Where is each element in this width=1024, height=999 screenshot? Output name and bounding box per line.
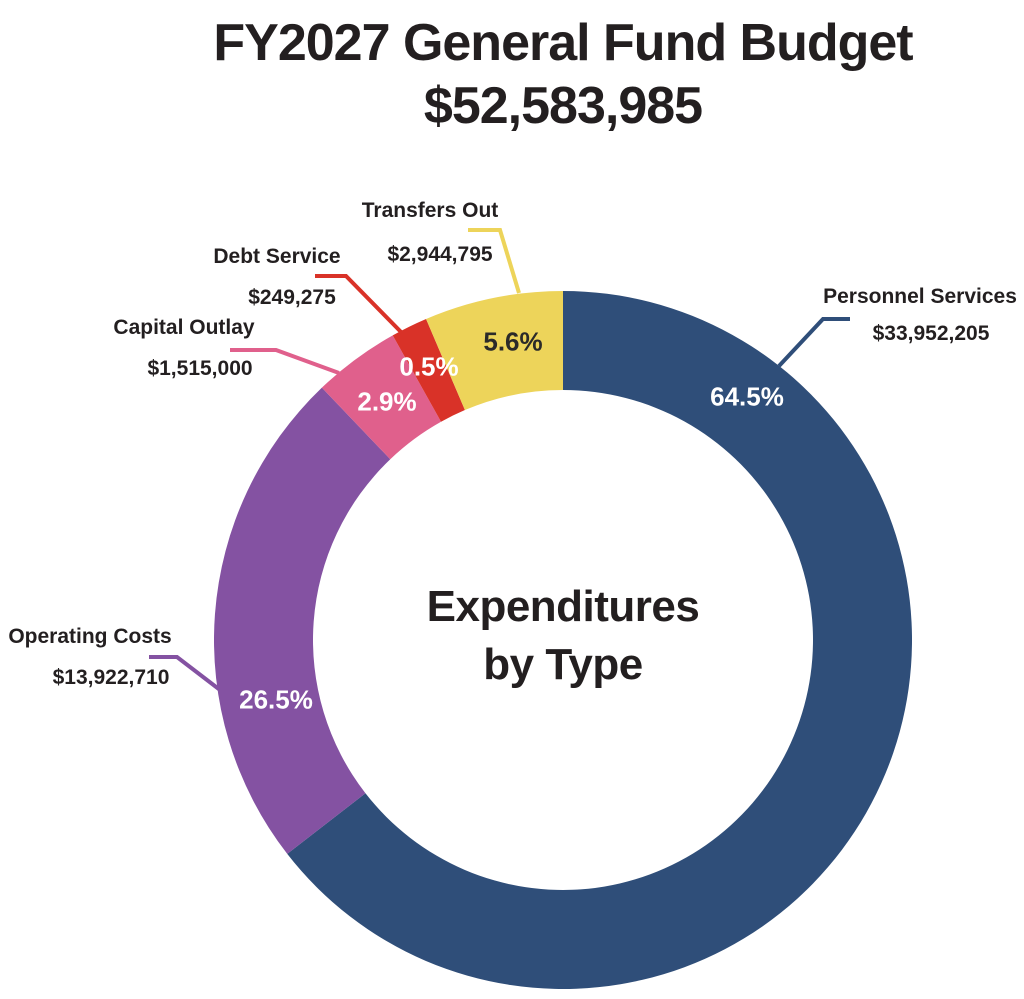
label-capital-outlay: Capital Outlay <box>113 316 255 339</box>
chart-total-amount: $52,583,985 <box>423 77 703 135</box>
value-debt-service: $249,275 <box>248 286 336 309</box>
leader-line-debt-service <box>315 274 404 335</box>
label-debt-service: Debt Service <box>213 245 341 268</box>
leader-line-capital-outlay <box>230 348 340 375</box>
center-label-line2: by Type <box>483 640 643 689</box>
percent-operating-costs: 26.5% <box>239 684 313 715</box>
chart-title: FY2027 General Fund Budget <box>213 14 913 72</box>
value-capital-outlay: $1,515,000 <box>147 357 253 380</box>
percent-personnel-services: 64.5% <box>710 381 784 412</box>
donut-segment-transfers-out <box>426 291 563 411</box>
donut-segment-capital-outlay <box>321 335 442 460</box>
leader-line-transfers-out <box>468 228 521 294</box>
percent-capital-outlay: 2.9% <box>357 386 417 417</box>
percent-transfers-out: 5.6% <box>483 326 543 357</box>
percent-debt-service: 0.5% <box>399 351 459 382</box>
label-operating-costs: Operating Costs <box>8 625 172 648</box>
leader-line-operating-costs <box>149 655 226 695</box>
leader-line-personnel-services <box>777 317 850 368</box>
value-transfers-out: $2,944,795 <box>387 243 493 266</box>
donut-segment-personnel-services <box>287 291 913 990</box>
value-operating-costs: $13,922,710 <box>52 666 170 689</box>
value-personnel-services: $33,952,205 <box>872 322 990 345</box>
label-personnel-services: Personnel Services <box>823 285 1017 308</box>
center-label-line1: Expenditures <box>426 582 700 631</box>
label-transfers-out: Transfers Out <box>361 199 499 222</box>
donut-segment-debt-service <box>392 318 465 422</box>
donut-segment-operating-costs <box>214 387 391 854</box>
